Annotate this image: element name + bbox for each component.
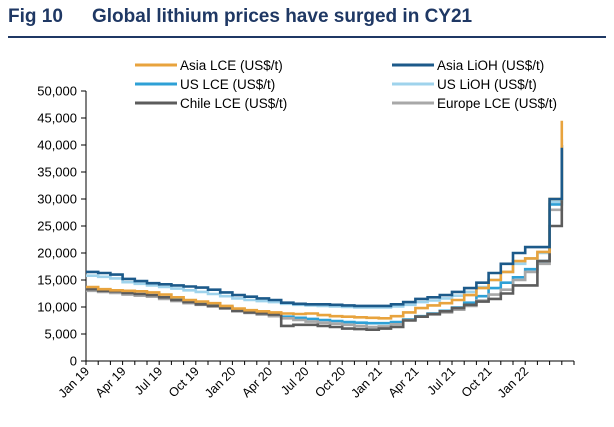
x-axis: Jan 19 Apr 19 Jul 19 Oct 19 Jan 20 Apr 20 Jul … <box>56 360 575 401</box>
legend: Asia LCE (US$/t) Asia LiOH (US$/t) US LCE … <box>135 58 557 111</box>
title-underline <box>8 36 606 38</box>
x-tick-label: Jan 20 <box>202 364 238 400</box>
legend-label: Europe LCE (US$/t) <box>437 96 557 111</box>
x-tick-label: Jul 19 <box>132 364 166 398</box>
figure-number: Fig 10 <box>8 6 63 27</box>
y-tick-label: 45,000 <box>37 111 77 126</box>
x-tick-label: Oct 21 <box>459 364 495 400</box>
x-tick-label: Apr 20 <box>239 364 275 400</box>
y-tick-label: 10,000 <box>37 300 77 315</box>
x-tick-label: Jan 22 <box>495 364 531 400</box>
x-tick-label: Apr 21 <box>386 364 422 400</box>
y-axis: 0 5,000 10,000 15,000 20,000 25,000 30,000 35,0… <box>37 84 87 369</box>
x-tick-label: Jul 20 <box>278 364 312 398</box>
y-tick-label: 20,000 <box>37 246 77 261</box>
legend-label: Asia LCE (US$/t) <box>180 58 283 73</box>
figure-header: Fig 10 Global lithium prices have surged… <box>8 6 606 36</box>
legend-label: Asia LiOH (US$/t) <box>437 58 544 73</box>
x-tick-label: Apr 19 <box>93 364 129 400</box>
y-tick-label: 15,000 <box>37 273 77 288</box>
series-line-4 <box>86 145 564 331</box>
y-tick-label: 5,000 <box>44 327 77 342</box>
legend-label: US LCE (US$/t) <box>180 77 275 92</box>
y-tick-label: 35,000 <box>37 165 77 180</box>
x-tick-label: Oct 20 <box>312 364 348 400</box>
legend-label: US LiOH (US$/t) <box>437 77 537 92</box>
y-tick-label: 25,000 <box>37 219 77 234</box>
y-tick-label: 40,000 <box>37 138 77 153</box>
x-tick-label: Jan 21 <box>348 364 384 400</box>
x-tick-label: Jul 21 <box>425 364 459 398</box>
figure-title: Global lithium prices have surged in CY2… <box>92 6 473 27</box>
x-tick-label: Jan 19 <box>56 364 92 400</box>
series-line-0 <box>86 120 564 320</box>
y-tick-label: 50,000 <box>37 84 77 99</box>
y-tick-label: 30,000 <box>37 192 77 207</box>
plot-area <box>86 120 564 331</box>
y-tick-label: 0 <box>70 354 77 369</box>
legend-label: Chile LCE (US$/t) <box>180 96 287 111</box>
x-tick-label: Oct 19 <box>166 364 202 400</box>
series-line-1 <box>86 147 564 308</box>
